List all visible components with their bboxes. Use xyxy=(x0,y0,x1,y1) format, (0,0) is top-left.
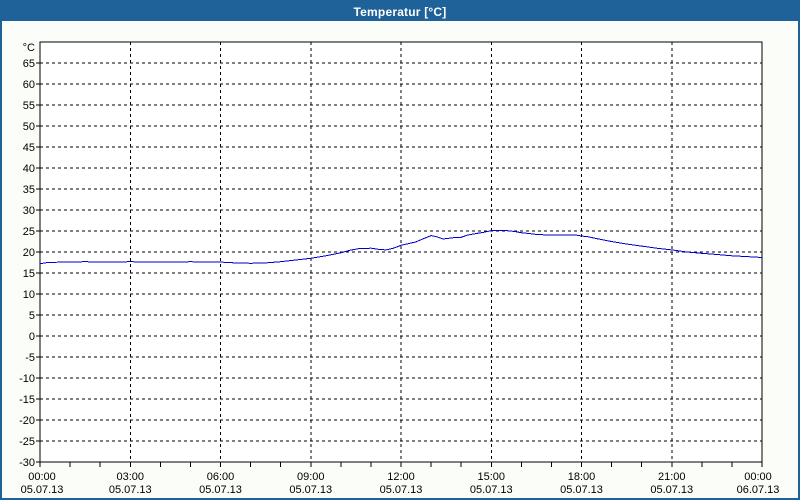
y-tick-label: -10 xyxy=(19,373,35,385)
x-tick-time-label: 06:00 xyxy=(207,471,235,483)
x-tick-date-label: 05.07.13 xyxy=(470,484,513,496)
x-tick-time-label: 15:00 xyxy=(477,471,505,483)
y-tick-label: 10 xyxy=(23,289,35,301)
plot-frame xyxy=(39,41,763,463)
y-tick-label: 40 xyxy=(23,163,35,175)
y-tick-label: 30 xyxy=(23,205,35,217)
temperature-line xyxy=(39,230,763,265)
y-tick-label: -5 xyxy=(25,352,35,364)
x-tick-time-label: 03:00 xyxy=(116,471,144,483)
x-tick-date-label: 06.07.13 xyxy=(737,484,780,496)
x-tick-date-label: 05.07.13 xyxy=(21,484,64,496)
y-tick-label: 15 xyxy=(23,268,35,280)
y-tick-label: 50 xyxy=(23,121,35,133)
x-tick-time-label: 09:00 xyxy=(297,471,325,483)
chart-area: 65 60 55 50 45 40 35 30 25 20 15 10 5 0 -5 -10 -15 -20 -25… xyxy=(2,21,798,498)
y-tick-label: 45 xyxy=(23,142,35,154)
x-tick-time-label: 00:00 xyxy=(28,471,56,483)
y-tick-label: 65 xyxy=(23,58,35,70)
x-tick-time-label: 12:00 xyxy=(387,471,415,483)
y-tick-label: -25 xyxy=(19,436,35,448)
y-tick-label: 5 xyxy=(29,310,35,322)
y-tick-label: 35 xyxy=(23,184,35,196)
x-tick-date-label: 05.07.13 xyxy=(380,484,423,496)
y-tick-label: -30 xyxy=(19,457,35,469)
y-axis-unit-label: °C xyxy=(23,42,35,54)
x-tick-date-label: 05.07.13 xyxy=(199,484,242,496)
y-tick-label: 25 xyxy=(23,226,35,238)
window-title: Temperatur [°C] xyxy=(353,4,447,19)
x-tick-date-label: 05.07.13 xyxy=(650,484,693,496)
y-tick-label: 55 xyxy=(23,100,35,112)
temperature-chart: 65605550454035302520151050-5-10-15-20-25… xyxy=(19,41,780,496)
x-tick-date-label: 05.07.13 xyxy=(109,484,152,496)
x-tick-date-label: 05.07.13 xyxy=(289,484,332,496)
y-tick-label: 20 xyxy=(23,247,35,259)
window-titlebar: Temperatur [°C] xyxy=(2,2,798,21)
x-tick-date-label: 05.07.13 xyxy=(560,484,603,496)
y-tick-label: -15 xyxy=(19,394,35,406)
x-tick-time-label: 18:00 xyxy=(568,471,596,483)
x-tick-time-label: 21:00 xyxy=(658,471,686,483)
y-tick-label: 0 xyxy=(29,331,35,343)
y-tick-label: -20 xyxy=(19,415,35,427)
y-tick-label: 60 xyxy=(23,79,35,91)
x-tick-time-label: 00:00 xyxy=(744,471,772,483)
